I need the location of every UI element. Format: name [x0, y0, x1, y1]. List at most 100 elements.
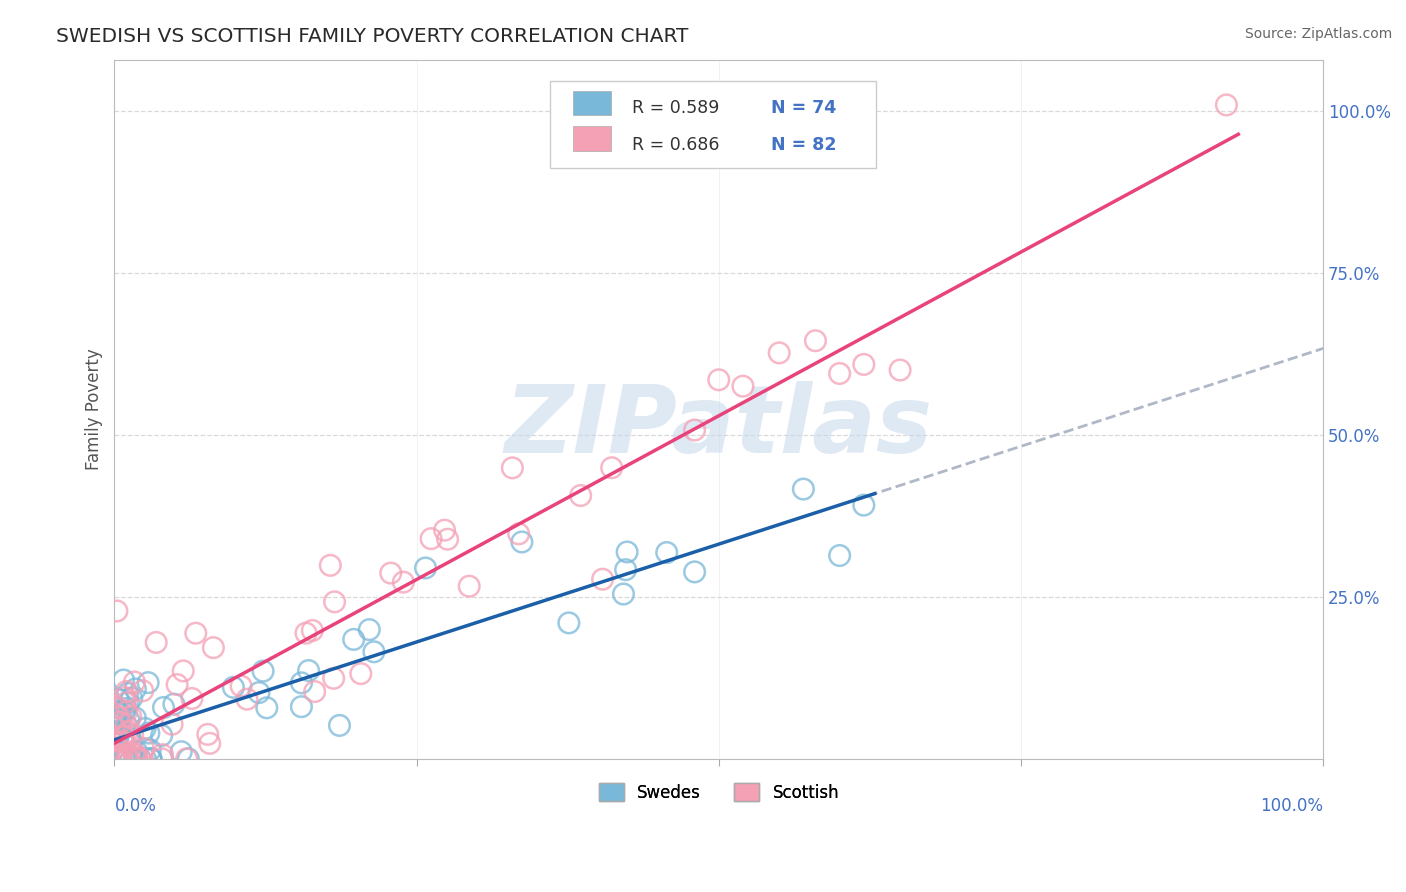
Point — [166, 677, 188, 691]
Text: R = 0.686: R = 0.686 — [631, 136, 720, 154]
Point — [731, 379, 754, 393]
Text: SWEDISH VS SCOTTISH FAMILY POVERTY CORRELATION CHART: SWEDISH VS SCOTTISH FAMILY POVERTY CORRE… — [56, 27, 689, 45]
FancyBboxPatch shape — [572, 127, 612, 151]
Point — [115, 684, 138, 698]
Point — [616, 545, 638, 559]
Point — [120, 710, 142, 724]
Point — [125, 745, 148, 759]
Point — [120, 752, 142, 766]
Point — [501, 460, 523, 475]
Point — [108, 752, 131, 766]
Point — [110, 752, 132, 766]
Point — [889, 363, 911, 377]
Point — [112, 673, 135, 687]
Point — [118, 728, 141, 742]
Point — [177, 752, 200, 766]
Point — [420, 532, 443, 546]
Point — [558, 615, 581, 630]
Point — [107, 706, 129, 720]
Point — [111, 734, 134, 748]
Point — [124, 681, 146, 696]
Point — [132, 741, 155, 756]
Point — [304, 684, 326, 698]
Point — [150, 752, 173, 766]
Point — [510, 535, 533, 549]
Point — [112, 705, 135, 719]
Point — [184, 626, 207, 640]
Point — [110, 707, 132, 722]
Legend: Swedes, Scottish: Swedes, Scottish — [591, 774, 848, 810]
Point — [198, 736, 221, 750]
Point — [592, 572, 614, 586]
Point — [433, 523, 456, 537]
Point — [114, 701, 136, 715]
Point — [792, 482, 814, 496]
Point — [1215, 98, 1237, 112]
Point — [129, 752, 152, 766]
Point — [131, 683, 153, 698]
Point — [139, 752, 162, 766]
Point — [363, 645, 385, 659]
Point — [136, 675, 159, 690]
Point — [107, 752, 129, 766]
Point — [236, 692, 259, 706]
Point — [125, 752, 148, 766]
Point — [614, 563, 637, 577]
Point — [105, 748, 128, 763]
Point — [852, 358, 875, 372]
FancyBboxPatch shape — [550, 80, 876, 168]
Point — [343, 632, 366, 647]
Point — [319, 558, 342, 573]
Point — [138, 726, 160, 740]
Point — [152, 700, 174, 714]
Point — [107, 748, 129, 763]
Point — [415, 561, 437, 575]
Point — [852, 498, 875, 512]
Point — [114, 696, 136, 710]
Point — [111, 735, 134, 749]
Point — [111, 732, 134, 747]
Point — [117, 752, 139, 766]
Point — [508, 526, 530, 541]
Point — [124, 752, 146, 766]
Point — [117, 724, 139, 739]
Point — [114, 752, 136, 766]
Point — [612, 587, 634, 601]
Point — [120, 734, 142, 748]
Point — [150, 728, 173, 742]
Point — [107, 705, 129, 719]
Point — [121, 691, 143, 706]
Point — [295, 626, 318, 640]
Point — [117, 696, 139, 710]
Point — [114, 690, 136, 705]
Text: R = 0.589: R = 0.589 — [631, 99, 718, 117]
Point — [139, 752, 162, 766]
Point — [197, 727, 219, 741]
Point — [328, 718, 350, 732]
Point — [107, 747, 129, 761]
Point — [134, 752, 156, 766]
Point — [107, 752, 129, 766]
Point — [117, 686, 139, 700]
Point — [110, 752, 132, 766]
Point — [108, 724, 131, 739]
Point — [170, 745, 193, 759]
Point — [134, 722, 156, 736]
Point — [172, 664, 194, 678]
Point — [108, 752, 131, 766]
Point — [110, 752, 132, 766]
Point — [104, 752, 127, 766]
Point — [108, 715, 131, 730]
Point — [105, 716, 128, 731]
Point — [350, 666, 373, 681]
Point — [323, 595, 346, 609]
Text: 0.0%: 0.0% — [114, 797, 156, 815]
FancyBboxPatch shape — [572, 91, 612, 115]
Point — [163, 697, 186, 711]
Point — [112, 752, 135, 766]
Point — [125, 752, 148, 766]
Point — [115, 719, 138, 733]
Point — [436, 533, 458, 547]
Point — [107, 750, 129, 764]
Point — [152, 747, 174, 762]
